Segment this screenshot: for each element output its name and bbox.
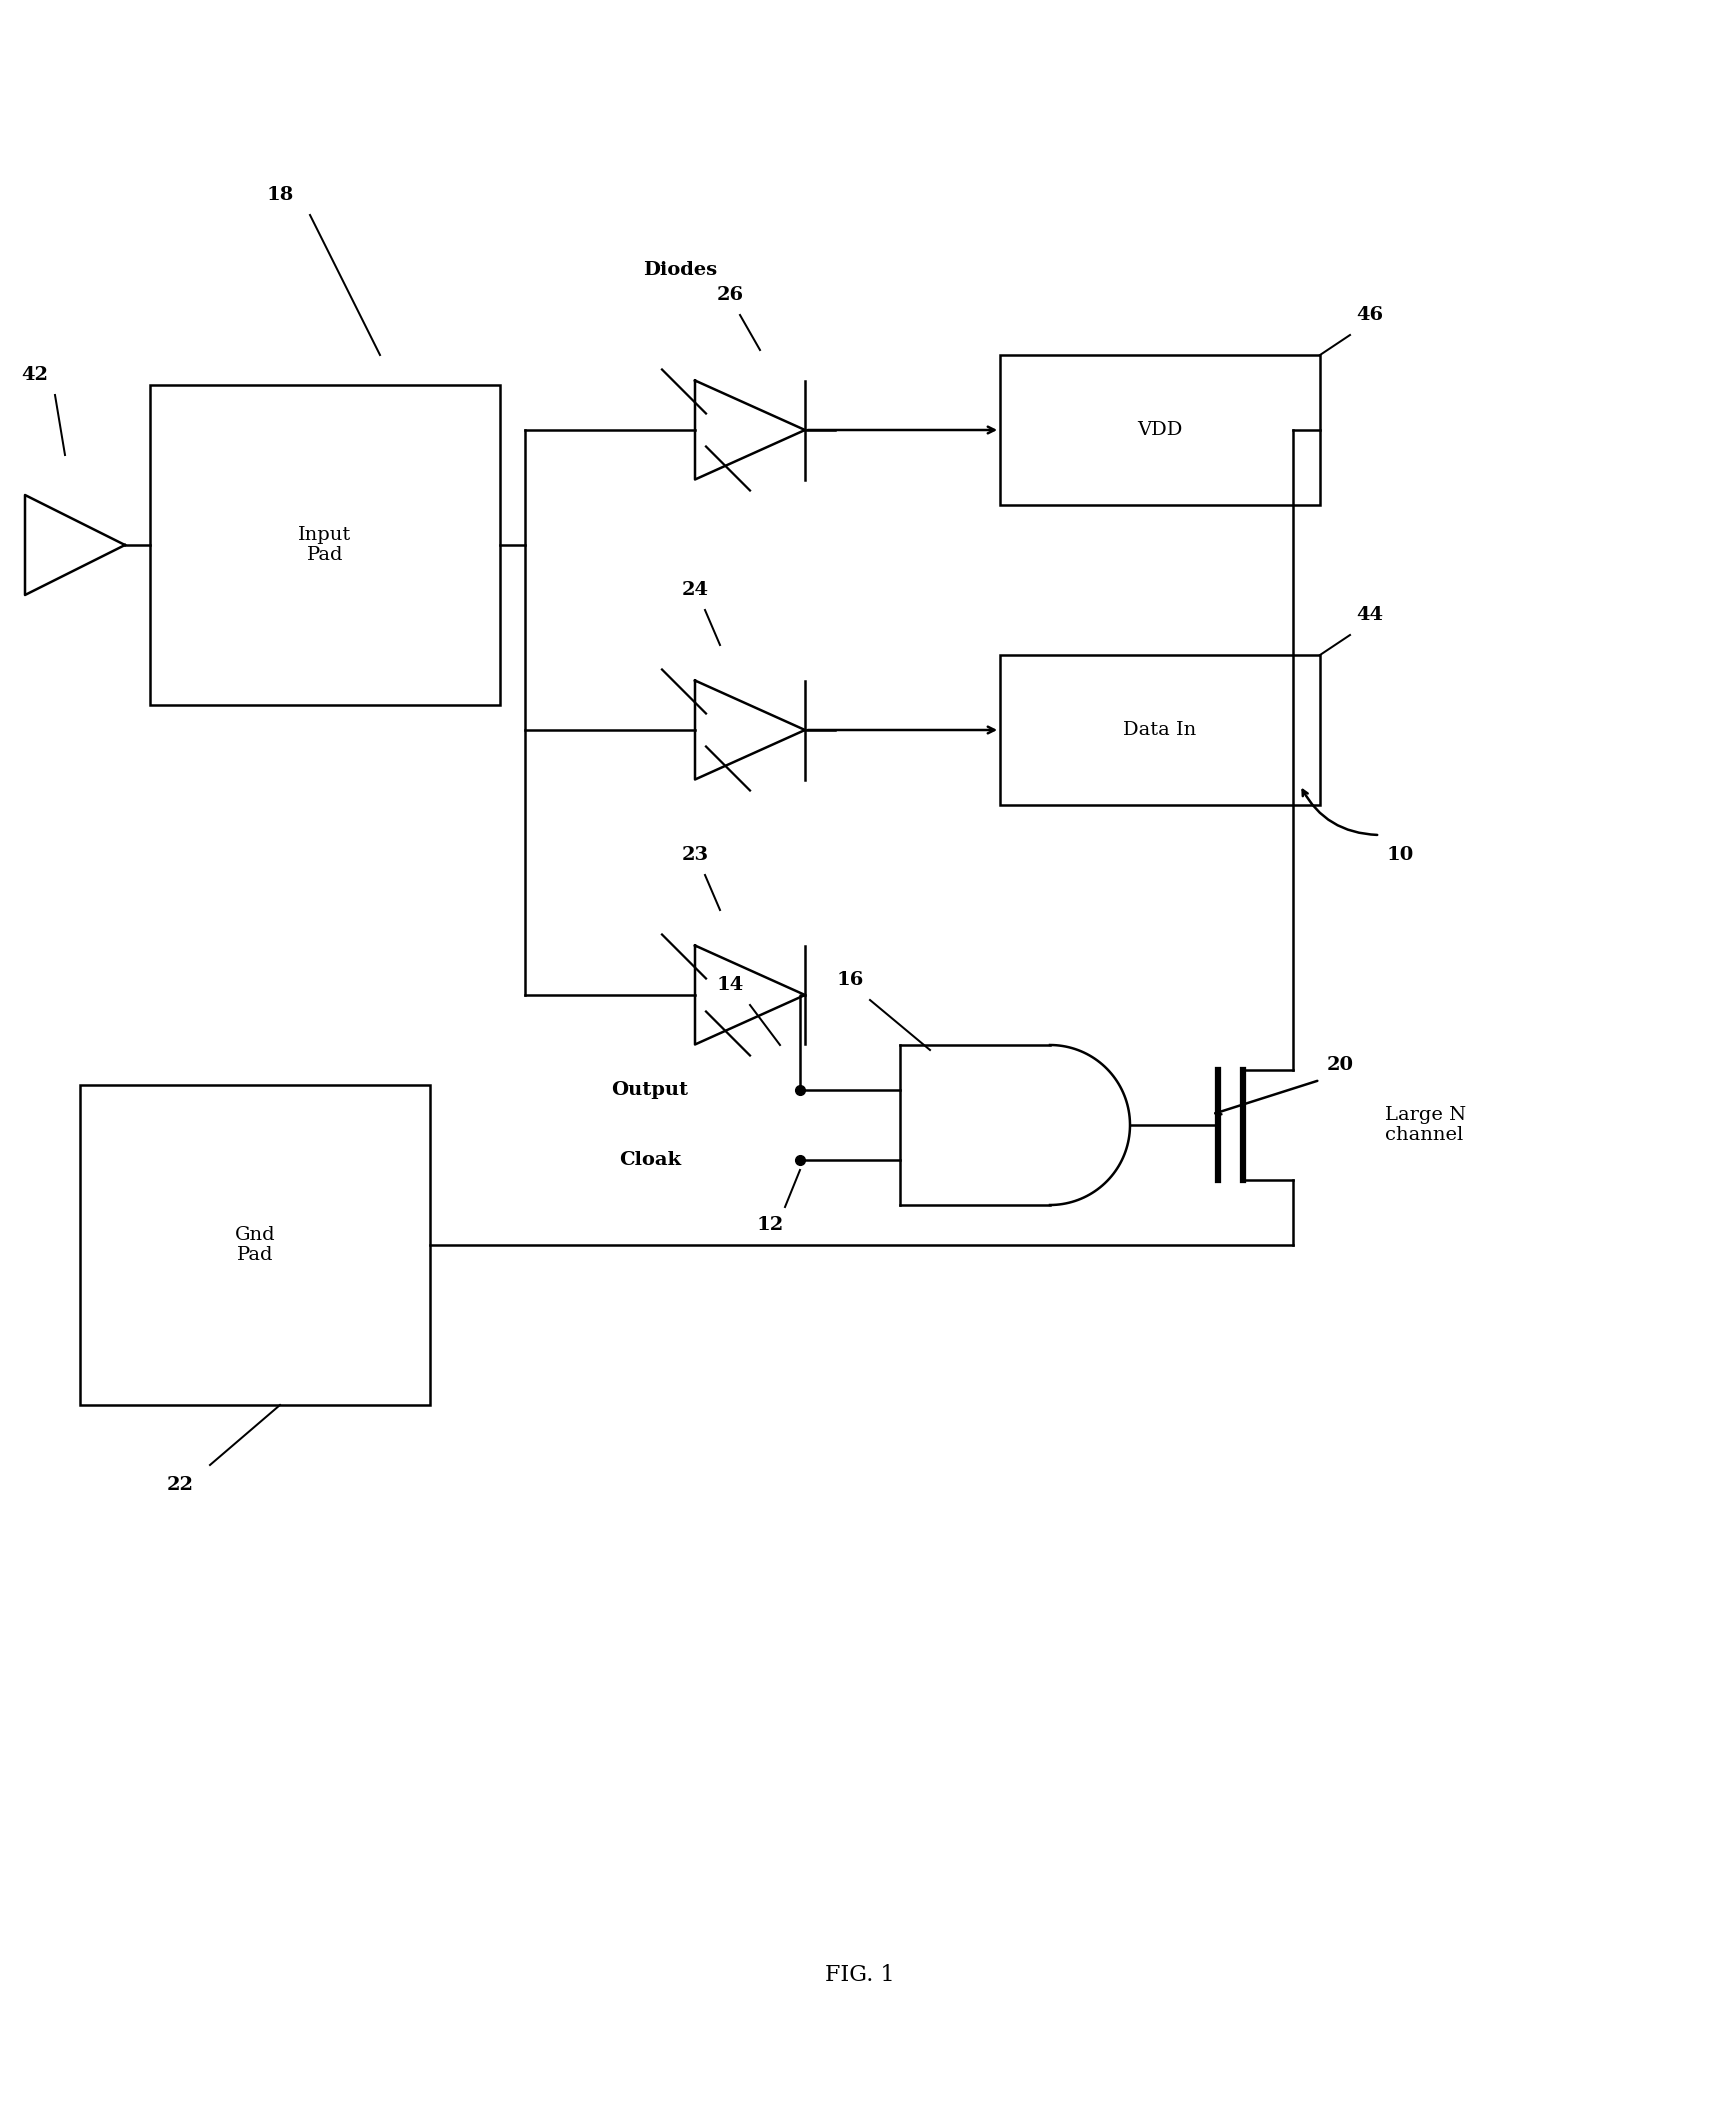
- Text: 16: 16: [837, 971, 864, 988]
- Text: 26: 26: [716, 287, 744, 304]
- Text: Output: Output: [611, 1082, 689, 1099]
- Text: VDD: VDD: [1137, 421, 1183, 440]
- Bar: [1000, 654, 1321, 805]
- Text: Data In: Data In: [1123, 720, 1197, 739]
- Text: 22: 22: [167, 1477, 193, 1494]
- Bar: [79, 1086, 430, 1405]
- Text: 18: 18: [267, 187, 294, 204]
- Text: 20: 20: [1326, 1056, 1353, 1073]
- Text: Input
Pad: Input Pad: [298, 525, 351, 565]
- Text: Cloak: Cloak: [618, 1152, 680, 1169]
- Text: 10: 10: [1386, 846, 1414, 865]
- Text: Gnd
Pad: Gnd Pad: [234, 1226, 276, 1264]
- Text: 42: 42: [21, 365, 48, 385]
- Text: Large N
channel: Large N channel: [1384, 1105, 1465, 1145]
- Text: 44: 44: [1357, 606, 1383, 625]
- Text: 24: 24: [682, 580, 708, 599]
- Bar: [150, 385, 499, 706]
- Text: 12: 12: [756, 1216, 784, 1235]
- Text: Diodes: Diodes: [642, 261, 716, 278]
- Text: 14: 14: [716, 975, 744, 994]
- Text: 46: 46: [1357, 306, 1383, 323]
- Text: 23: 23: [682, 846, 708, 865]
- Bar: [1000, 355, 1321, 506]
- Text: FIG. 1: FIG. 1: [825, 1964, 895, 1987]
